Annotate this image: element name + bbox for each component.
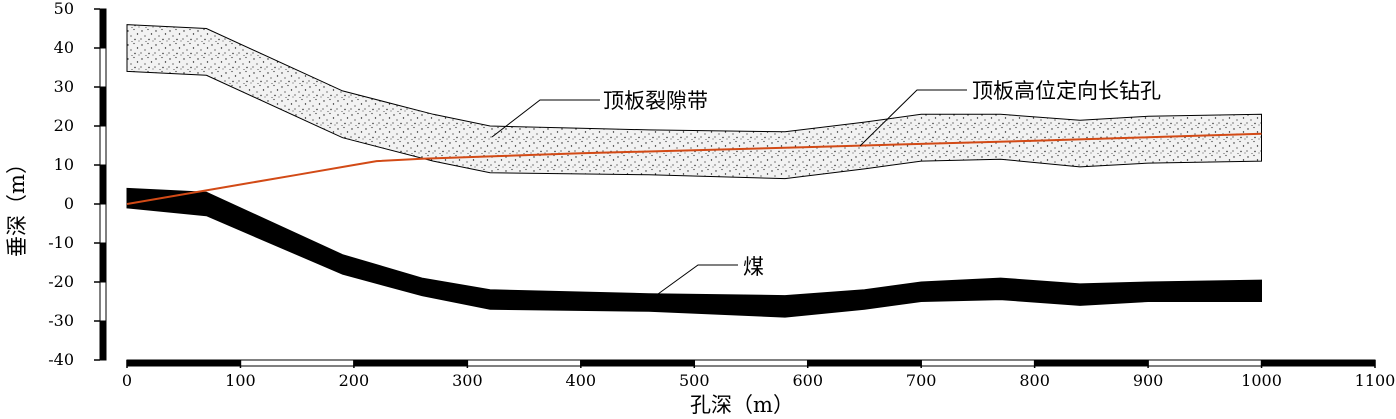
coal-seam-band <box>126 187 1262 318</box>
x-axis-segment <box>1147 359 1263 367</box>
annotation-borehole: 顶板高位定向长钻孔 <box>972 79 1161 103</box>
x-axis-segment <box>1261 359 1376 367</box>
x-tick-label: 400 <box>566 371 597 390</box>
annotation-fracture-zone: 顶板裂隙带 <box>603 89 708 113</box>
x-axis-title: 孔深（m） <box>690 393 794 417</box>
x-axis-segment <box>466 359 582 367</box>
y-tick-label: 40 <box>54 38 74 57</box>
x-tick-label: 200 <box>339 371 370 390</box>
y-tick-label: 0 <box>64 194 74 213</box>
x-axis-segment <box>126 359 241 367</box>
x-tick-label: 500 <box>679 371 710 390</box>
y-axis-segment <box>99 47 107 88</box>
y-tick-label: 50 <box>54 0 74 18</box>
x-axis-segment <box>807 359 922 367</box>
x-tick-label: 1100 <box>1355 371 1396 390</box>
y-axis-segment <box>99 86 107 127</box>
x-axis-segment <box>239 359 355 367</box>
x-tick-label: 0 <box>122 371 132 390</box>
x-axis-segment <box>353 359 468 367</box>
y-tick-label: -40 <box>48 350 74 369</box>
fracture-zone-band <box>126 24 1262 180</box>
y-axis-segment <box>99 242 107 283</box>
y-tick-label: 20 <box>54 116 74 135</box>
y-axis-segment <box>99 281 107 322</box>
y-axis-segment <box>99 203 107 244</box>
x-axis-segment <box>1034 359 1149 367</box>
y-axis-segment <box>99 320 107 361</box>
annotation-leader-fracture-zone <box>491 99 600 138</box>
y-axis-title: 垂深（m） <box>5 153 29 257</box>
y-axis: -40 -30 -20 -10 0 10 20 30 40 50 <box>48 0 107 369</box>
x-tick-label: 900 <box>1133 371 1164 390</box>
annotations: 顶板裂隙带 顶板高位定向长钻孔 煤 <box>491 79 1161 295</box>
x-tick-label: 700 <box>906 371 937 390</box>
x-axis-segment <box>693 359 809 367</box>
annotation-coal: 煤 <box>743 255 764 279</box>
x-tick-label: 100 <box>225 371 256 390</box>
x-tick-label: 300 <box>452 371 483 390</box>
x-axis-segment <box>920 359 1036 367</box>
plot-area <box>126 24 1262 318</box>
y-axis-segment <box>99 125 107 166</box>
annotation-leader-coal <box>657 264 738 295</box>
y-tick-label: 30 <box>54 77 74 96</box>
borehole-line <box>126 132 1262 205</box>
x-tick-label: 800 <box>1019 371 1050 390</box>
x-axis-segment <box>580 359 695 367</box>
x-tick-label: 1000 <box>1241 371 1282 390</box>
annotation-leader-borehole <box>859 89 967 147</box>
x-axis: 0 100 200 300 400 500 600 700 800 900 1000 1100 <box>122 359 1396 390</box>
y-axis-segment <box>99 8 107 49</box>
y-tick-label: -10 <box>48 233 74 252</box>
y-tick-label: -20 <box>48 272 74 291</box>
y-axis-segment <box>99 164 107 205</box>
y-tick-label: 10 <box>54 155 74 174</box>
x-tick-label: 600 <box>792 371 823 390</box>
y-tick-label: -30 <box>48 311 74 330</box>
